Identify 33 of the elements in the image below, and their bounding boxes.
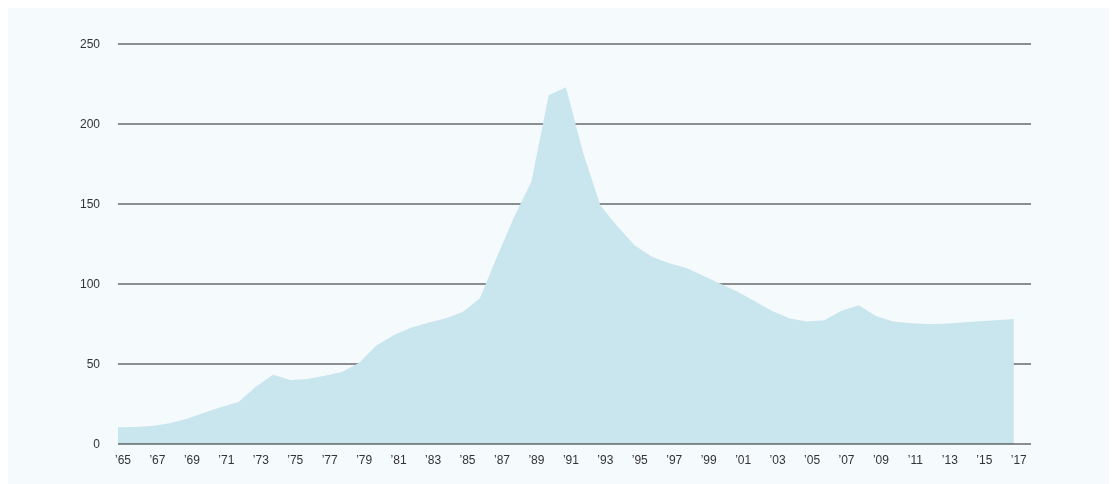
y-tick-label: 250: [79, 37, 101, 52]
x-tick-label: ’79: [356, 453, 373, 467]
x-tick-label: ’87: [493, 453, 511, 467]
x-tick-label: ’13: [941, 453, 959, 467]
y-tick-label: 200: [79, 117, 101, 132]
x-tick-label: ’15: [976, 453, 993, 467]
x-tick-label: ’83: [425, 453, 442, 467]
x-tick-label: ’71: [218, 453, 235, 467]
x-tick-label: ’07: [838, 453, 855, 467]
x-tick-label: ’81: [390, 453, 407, 467]
x-tick-label: ’85: [459, 453, 476, 467]
x-tick-label: ’01: [735, 453, 752, 467]
x-tick-label: ’97: [666, 453, 683, 467]
y-tick-label: 100: [79, 277, 101, 292]
y-tick-label: 0: [93, 437, 101, 452]
x-tick-label: ’67: [149, 453, 166, 467]
x-tick-label: ’17: [1010, 453, 1028, 467]
x-tick-label: ’65: [114, 453, 132, 467]
x-tick-label: ’09: [872, 453, 890, 467]
x-tick-label: ’91: [562, 453, 580, 467]
x-tick-label: ’77: [321, 453, 339, 467]
x-tick-label: ’03: [769, 453, 786, 467]
x-tick-label: ’73: [252, 453, 270, 467]
x-tick-label: ’99: [700, 453, 718, 467]
x-tick-label: ’75: [287, 453, 304, 467]
x-tick-label: ’89: [528, 453, 545, 467]
x-tick-label: ’11: [907, 453, 924, 467]
y-tick-label: 50: [86, 357, 101, 372]
y-tick-label: 150: [79, 197, 101, 212]
x-tick-label: ’95: [631, 453, 649, 467]
x-tick-label: ’93: [597, 453, 614, 467]
x-tick-label: ’05: [804, 453, 821, 467]
x-tick-label: ’69: [183, 453, 201, 467]
